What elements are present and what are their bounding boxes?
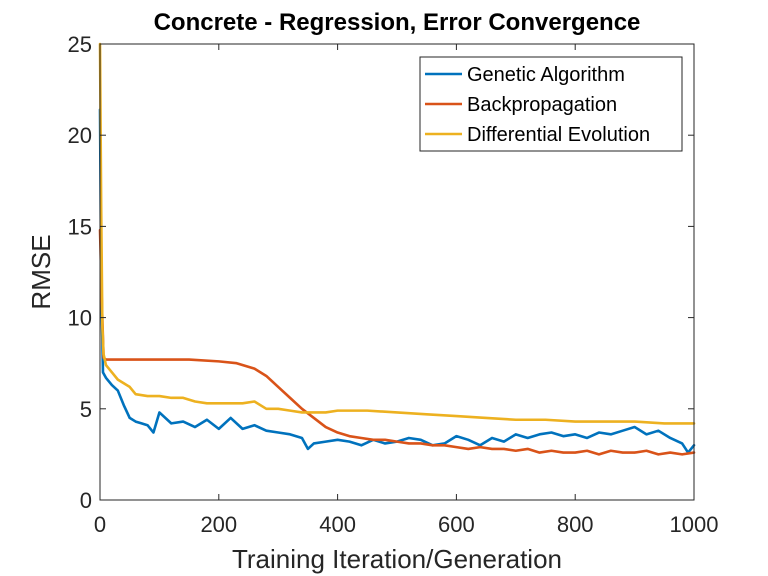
x-axis-label: Training Iteration/Generation — [232, 544, 562, 574]
y-tick-label: 20 — [68, 123, 92, 148]
y-axis-label: RMSE — [26, 234, 56, 309]
series-line-3 — [98, 42, 696, 425]
x-tick-label: 600 — [438, 512, 475, 537]
legend-items: Genetic Algorithm Backpropagation Differen… — [425, 64, 650, 146]
x-tick-label: 800 — [557, 512, 594, 537]
x-axis-ticks: 0 200 400 600 800 1000 — [94, 44, 719, 537]
x-tick-label: 1000 — [670, 512, 719, 537]
series-line-2 — [98, 228, 696, 456]
legend-box — [419, 56, 683, 152]
legend-label: Genetic Algorithm — [467, 64, 625, 86]
axes-box — [99, 43, 695, 501]
x-tick-label: 400 — [319, 512, 356, 537]
legend-label: Differential Evolution — [467, 124, 650, 146]
y-tick-label: 5 — [80, 397, 92, 422]
x-tick-label: 200 — [200, 512, 237, 537]
legend-label: Backpropagation — [467, 94, 617, 116]
chart-title: Concrete - Regression, Error Convergence — [154, 9, 641, 36]
legend: Genetic Algorithm Backpropagation Differen… — [419, 56, 683, 152]
y-tick-label: 25 — [68, 32, 92, 57]
x-tick-label: 0 — [94, 512, 106, 537]
y-tick-label: 0 — [80, 488, 92, 513]
y-axis-ticks: 0 5 10 15 20 25 — [68, 32, 694, 513]
y-tick-label: 15 — [68, 214, 92, 239]
series-layer — [98, 42, 696, 456]
y-tick-label: 10 — [68, 306, 92, 331]
series-line-1 — [98, 108, 696, 454]
